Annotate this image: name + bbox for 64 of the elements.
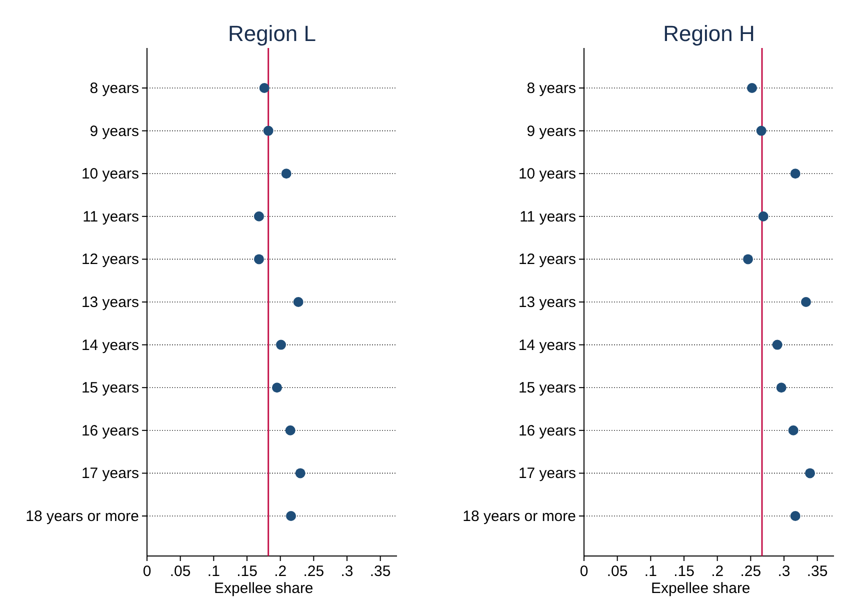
y-tick-label: 16 years bbox=[81, 422, 139, 440]
x-tick-label: .25 bbox=[740, 563, 762, 580]
x-tick-label: .35 bbox=[806, 563, 828, 580]
x-tick-label: .05 bbox=[170, 563, 191, 580]
point bbox=[790, 168, 800, 179]
chart-title: Region H bbox=[663, 21, 755, 46]
x-tick-label: .35 bbox=[370, 563, 391, 580]
y-tick-label: 14 years bbox=[81, 336, 139, 354]
x-tick-label: .1 bbox=[207, 563, 220, 580]
point bbox=[263, 126, 274, 136]
point bbox=[758, 211, 768, 222]
y-tick-label: 9 years bbox=[90, 122, 139, 140]
y-tick-label: 14 years bbox=[518, 336, 576, 354]
y-tick-label: 17 years bbox=[518, 465, 576, 482]
x-tick-label: .25 bbox=[303, 563, 324, 580]
point bbox=[747, 83, 757, 93]
point bbox=[254, 211, 264, 222]
x-axis-title: Expellee share bbox=[214, 580, 314, 597]
y-tick-label: 8 years bbox=[526, 80, 576, 97]
chart-title: Region L bbox=[228, 21, 316, 46]
point bbox=[285, 425, 296, 436]
point bbox=[801, 297, 811, 307]
point bbox=[743, 254, 753, 264]
x-tick-label: 0 bbox=[580, 563, 588, 580]
point bbox=[293, 297, 304, 307]
x-tick-label: .2 bbox=[274, 563, 287, 580]
y-tick-label: 12 years bbox=[518, 251, 576, 268]
x-tick-label: .3 bbox=[778, 563, 790, 580]
x-tick-label: .15 bbox=[236, 563, 258, 580]
point bbox=[276, 340, 286, 350]
point bbox=[788, 425, 798, 436]
y-tick-label: 17 years bbox=[81, 465, 139, 482]
point bbox=[259, 83, 270, 93]
point bbox=[756, 126, 766, 136]
y-tick-label: 15 years bbox=[518, 380, 576, 397]
x-axis-title: Expellee share bbox=[651, 580, 750, 597]
point bbox=[281, 168, 292, 179]
y-tick-label: 16 years bbox=[518, 422, 576, 440]
y-tick-label: 8 years bbox=[90, 80, 139, 97]
y-tick-label: 10 years bbox=[81, 166, 139, 183]
x-tick-label: 0 bbox=[142, 563, 152, 580]
x-tick-label: .15 bbox=[674, 563, 694, 580]
x-tick-label: .05 bbox=[606, 563, 628, 580]
point bbox=[805, 468, 815, 478]
point bbox=[776, 382, 786, 393]
y-tick-label: 10 years bbox=[518, 166, 576, 183]
y-tick-label: 11 years bbox=[82, 208, 139, 226]
point bbox=[790, 511, 800, 521]
y-tick-label: 18 years or more bbox=[462, 508, 576, 525]
y-tick-label: 18 years or more bbox=[26, 508, 139, 525]
x-tick-label: .3 bbox=[340, 563, 354, 580]
point bbox=[772, 340, 782, 350]
y-tick-label: 12 years bbox=[81, 251, 139, 268]
y-tick-label: 11 years bbox=[520, 208, 576, 226]
y-tick-label: 15 years bbox=[81, 380, 139, 397]
x-tick-label: .2 bbox=[711, 563, 724, 580]
point bbox=[286, 511, 296, 521]
point bbox=[254, 254, 264, 264]
y-tick-label: 9 years bbox=[526, 122, 576, 140]
y-tick-label: 13 years bbox=[81, 294, 139, 311]
point bbox=[272, 382, 282, 393]
point bbox=[295, 468, 306, 478]
x-tick-label: .1 bbox=[644, 563, 657, 580]
y-tick-label: 13 years bbox=[518, 294, 576, 311]
